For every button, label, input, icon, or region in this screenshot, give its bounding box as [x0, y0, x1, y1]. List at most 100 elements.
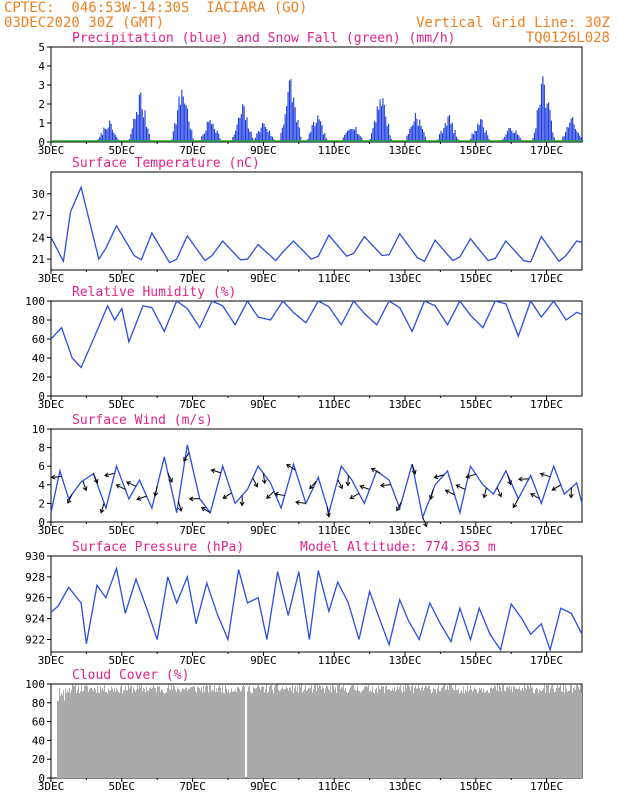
- cloud-bar: [97, 686, 98, 778]
- wind-arrow: [422, 517, 428, 527]
- cloud-bar: [141, 684, 142, 778]
- cloud-bar: [461, 690, 462, 778]
- precip-bar: [271, 136, 274, 142]
- cloud-bar: [224, 693, 225, 778]
- cloud-bar: [263, 686, 264, 778]
- precip-bar: [481, 119, 483, 142]
- cloud-bar: [380, 689, 381, 778]
- precip-bar: [379, 99, 381, 142]
- wind-arrow: [466, 473, 476, 478]
- cloud-bar: [391, 690, 392, 778]
- wind-arrow-head: [455, 484, 461, 489]
- cloud-bar: [442, 687, 443, 778]
- header-station: CPTEC: 046:53W-14:30S IACIARA (GO): [4, 0, 308, 16]
- cloud-bar: [390, 690, 391, 778]
- wind-arrow-head: [429, 495, 434, 501]
- y-tick-label: 40: [32, 734, 45, 747]
- cloud-bar: [301, 684, 302, 778]
- precip-bar: [509, 128, 511, 142]
- precip-bar: [145, 126, 148, 142]
- cloud-bar: [516, 687, 517, 778]
- cloud-bar: [270, 684, 271, 778]
- cloud-bar: [287, 688, 288, 778]
- wind-arrow: [266, 490, 275, 499]
- cloud-bar: [522, 687, 523, 778]
- cloud-bar: [467, 685, 468, 778]
- precip-bar: [550, 120, 552, 142]
- x-tick-label: 15DEC: [459, 272, 492, 285]
- cloud-bar: [356, 690, 357, 778]
- x-tick-label: 13DEC: [388, 272, 421, 285]
- y-tick-label: 80: [32, 697, 45, 710]
- cloud-bar: [465, 689, 466, 778]
- cloud-bar: [400, 685, 401, 778]
- cloud-bar: [315, 684, 316, 778]
- precip-bar: [451, 122, 453, 142]
- precip-bar: [237, 117, 240, 142]
- cloud-bar: [163, 692, 164, 778]
- cloud-bar: [552, 684, 553, 778]
- cloud-bar: [415, 685, 416, 778]
- cloud-bar: [475, 688, 476, 778]
- y-tick-label: 27: [32, 210, 45, 223]
- cloud-bar: [453, 689, 454, 778]
- cloud-bar: [350, 687, 351, 778]
- precip-bar: [474, 130, 476, 142]
- precip-bar: [545, 107, 547, 142]
- cloud-bar: [541, 691, 542, 778]
- precip-bar: [352, 129, 354, 142]
- cloud-bar: [320, 685, 321, 778]
- cloud-bar: [294, 688, 295, 778]
- cloud-bar: [334, 689, 335, 778]
- cloud-bar: [448, 689, 449, 778]
- cloud-bar: [476, 689, 477, 778]
- precip-bar: [371, 133, 373, 142]
- cloud-bar: [376, 687, 377, 778]
- precip-bar: [388, 123, 390, 142]
- cloud-bar: [486, 690, 487, 778]
- precip-bar: [184, 103, 186, 142]
- cloud-bar: [210, 685, 211, 778]
- precip-bar: [552, 132, 554, 142]
- wind-arrow: [512, 498, 519, 508]
- cloud-bar: [248, 687, 249, 778]
- cloud-bar: [108, 688, 109, 778]
- x-tick-label: 17DEC: [530, 272, 563, 285]
- cloud-bar: [506, 687, 507, 778]
- cloud-bar: [546, 684, 547, 778]
- wind-arrow-head: [325, 512, 331, 518]
- wind-arrow: [262, 473, 266, 484]
- precip-bar: [505, 134, 507, 142]
- cloud-bar: [451, 684, 452, 778]
- y-tick-label: 2: [38, 497, 45, 510]
- cloud-bar: [258, 684, 259, 778]
- precip-bar: [131, 128, 133, 142]
- y-tick-label: 60: [32, 333, 45, 346]
- precip-bar: [100, 133, 102, 142]
- x-tick-label: 13DEC: [388, 780, 421, 793]
- cloud-bar: [116, 687, 117, 778]
- cloud-bar: [514, 686, 515, 778]
- precip-bar: [540, 83, 543, 142]
- cloud-bar: [384, 693, 385, 778]
- header-grid-note: Vertical Grid Line: 30Z: [416, 15, 610, 31]
- cloud-bar: [225, 684, 226, 778]
- cloud-bar: [266, 684, 267, 778]
- cloud-bar: [204, 692, 205, 778]
- precip-bar: [311, 124, 313, 142]
- cloud-bar: [561, 690, 562, 778]
- panel-frame: [50, 428, 583, 523]
- cloud-bar: [493, 687, 494, 778]
- wind-arrow-head: [104, 472, 109, 478]
- cloud-bar: [296, 691, 297, 778]
- precip-bar: [409, 128, 411, 142]
- cloud-bar: [186, 687, 187, 778]
- cloud-bar: [332, 684, 333, 778]
- cloud-bar: [190, 687, 191, 778]
- cloud-bar: [321, 689, 322, 778]
- cloud-bar: [74, 686, 75, 778]
- cloud-bar: [489, 693, 490, 778]
- y-tick-label: 21: [32, 253, 45, 266]
- precip-bar: [320, 121, 322, 142]
- wind-arrow: [222, 492, 232, 499]
